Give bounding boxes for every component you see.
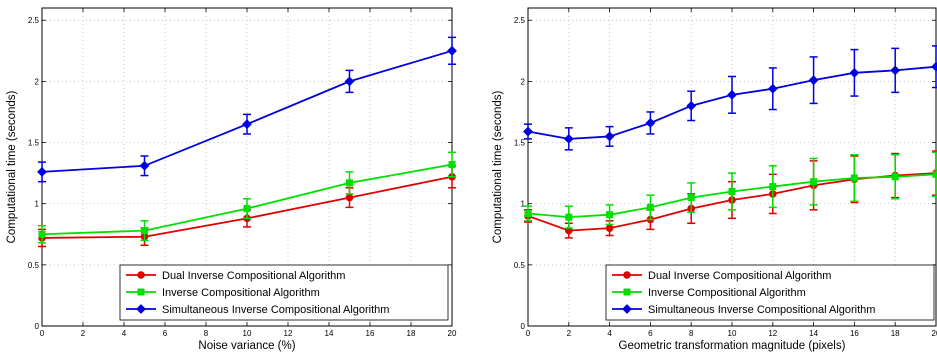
y-tick-label: 1.5 <box>28 139 40 148</box>
series-3 <box>37 36 457 183</box>
legend-label: Dual Inverse Compositional Algorithm <box>162 270 345 282</box>
data-point <box>345 193 354 202</box>
x-tick-label: 0 <box>526 329 531 338</box>
y-tick-label: 1.5 <box>514 139 526 148</box>
legend-box <box>605 264 935 321</box>
y-axis-label: Computational time (seconds) <box>492 90 504 243</box>
y-tick-label: 0.5 <box>28 261 40 270</box>
x-tick-label: 14 <box>809 329 818 338</box>
data-point <box>37 166 47 177</box>
legend-label: Inverse Compositional Algorithm <box>648 287 806 299</box>
data-point <box>687 194 695 202</box>
x-tick-label: 8 <box>689 329 694 338</box>
data-point <box>524 209 532 217</box>
series-2 <box>38 151 456 244</box>
data-point <box>136 304 146 314</box>
y-tick-label: 1 <box>521 200 526 209</box>
data-point <box>137 271 145 279</box>
data-point <box>563 133 574 144</box>
x-tick-label: 4 <box>122 329 127 338</box>
legend: Dual Inverse Compositional Algorithm Inve… <box>605 264 935 321</box>
y-tick-label: 2 <box>35 77 40 86</box>
x-tick-label: 12 <box>284 329 293 338</box>
data-point <box>139 160 150 171</box>
data-point <box>448 161 456 169</box>
data-point <box>646 203 654 211</box>
x-tick-label: 14 <box>325 329 334 338</box>
legend-box <box>119 264 449 321</box>
x-axis-label: Geometric transformation magnitude (pixe… <box>619 340 846 352</box>
chart-panel-1: 0 2 4 6 8 10 12 14 16 18 20 0 0.5 1 1.5 2 2.5 Noise varia… <box>6 7 457 352</box>
y-tick-label: 0 <box>35 322 40 331</box>
legend-label: Simultaneous Inverse Compositional Algor… <box>648 304 875 316</box>
data-point <box>767 83 778 94</box>
data-point <box>891 173 899 181</box>
data-point <box>769 183 777 191</box>
x-tick-label: 10 <box>728 329 737 338</box>
x-tick-label: 16 <box>850 329 859 338</box>
chart-panel-2: 0 2 4 6 8 10 12 14 16 18 20 0 0.5 1 1.5 2 2.5 Geometric t… <box>492 7 937 352</box>
x-tick-label: 10 <box>243 329 252 338</box>
data-point <box>931 61 937 72</box>
x-tick-label: 4 <box>607 329 612 338</box>
data-point <box>850 174 858 182</box>
data-point <box>141 227 148 235</box>
data-point <box>890 65 901 76</box>
data-point <box>523 126 533 137</box>
x-tick-label: 20 <box>448 329 457 338</box>
data-point <box>932 170 937 178</box>
series-2 <box>524 151 937 229</box>
data-point <box>38 230 46 238</box>
data-point <box>728 187 736 195</box>
x-tick-label: 6 <box>648 329 653 338</box>
x-tick-label: 18 <box>891 329 900 338</box>
data-point <box>344 76 355 87</box>
x-tick-label: 16 <box>366 329 375 338</box>
y-tick-label: 2 <box>521 77 526 86</box>
x-tick-label: 12 <box>768 329 777 338</box>
x-tick-label: 0 <box>40 329 45 338</box>
y-tick-label: 0 <box>521 322 526 331</box>
x-tick-label: 2 <box>81 329 86 338</box>
data-point <box>243 205 251 213</box>
data-point <box>810 178 818 186</box>
x-tick-label: 18 <box>407 329 416 338</box>
y-tick-label: 2.5 <box>514 16 526 25</box>
legend-label: Simultaneous Inverse Compositional Algor… <box>162 304 389 316</box>
series-3 <box>523 45 937 151</box>
y-axis-label: Computational time (seconds) <box>6 90 18 243</box>
data-point <box>622 304 632 314</box>
data-point <box>849 67 860 78</box>
legend-label: Inverse Compositional Algorithm <box>162 287 320 299</box>
data-point <box>565 213 573 221</box>
y-tick-label: 2.5 <box>28 16 40 25</box>
x-tick-label: 2 <box>567 329 572 338</box>
data-point <box>606 211 614 219</box>
data-point <box>645 118 656 128</box>
data-point <box>346 179 353 187</box>
data-point <box>605 224 614 232</box>
legend-label: Dual Inverse Compositional Algorithm <box>648 270 831 282</box>
data-point <box>727 89 737 100</box>
data-point <box>137 288 145 296</box>
x-tick-label: 20 <box>932 329 937 338</box>
x-tick-label: 6 <box>163 329 168 338</box>
legend: Dual Inverse Compositional Algorithm Inve… <box>119 264 449 321</box>
data-point <box>604 131 615 142</box>
x-tick-label: 8 <box>204 329 209 338</box>
y-tick-label: 0.5 <box>514 261 526 270</box>
data-point <box>686 100 697 111</box>
x-axis-label: Noise variance (%) <box>198 340 295 352</box>
data-point <box>623 271 631 279</box>
y-tick-label: 1 <box>35 200 40 209</box>
data-point <box>242 119 252 130</box>
data-point <box>623 288 631 296</box>
data-point <box>808 75 819 86</box>
data-point <box>447 45 457 56</box>
